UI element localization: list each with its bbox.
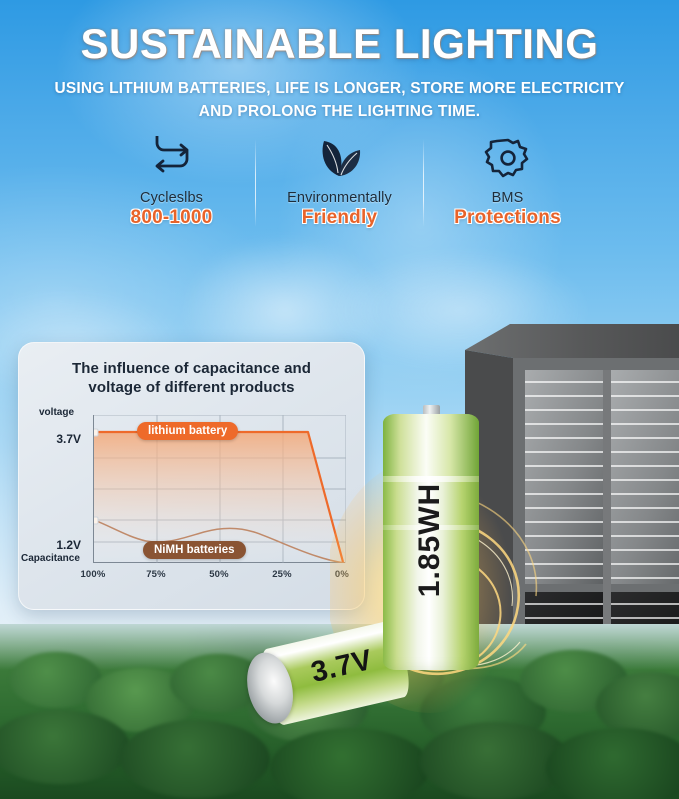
leaves-icon <box>256 133 424 183</box>
battery-positive-terminal <box>423 405 440 416</box>
battery-top-band <box>383 414 479 476</box>
feature-label: Cycleslbs <box>140 190 203 206</box>
battery-standing-label: 1.85WH <box>413 482 446 598</box>
battery-stripe <box>383 525 479 530</box>
tree-cluster <box>120 720 270 798</box>
x-tick-label: 25% <box>272 569 292 581</box>
tree-cluster <box>270 728 430 799</box>
legend-lithium: lithium battery <box>137 422 239 441</box>
chart-title-line-2: voltage of different products <box>88 379 295 397</box>
tree-cluster <box>0 710 130 784</box>
feature-value: 800-1000 <box>130 207 213 228</box>
y-tick-label: 1.2V <box>56 538 81 553</box>
tree-cluster <box>420 722 570 799</box>
page-title: SUSTAINABLE LIGHTING <box>80 20 599 67</box>
x-tick-label: 100% <box>80 569 106 581</box>
chart-plot <box>93 415 346 564</box>
feature-list: Cycleslbs 800-1000 Environmentally Frien… <box>0 133 679 229</box>
gear-icon <box>424 133 592 183</box>
chart-card: The influence of capacitance and voltage… <box>18 342 365 610</box>
chart-area: voltage Capacitance 3.7V 1.2V <box>21 407 350 597</box>
page-subtitle: USING LITHIUM BATTERIES, LIFE IS LONGER,… <box>0 78 679 123</box>
legend-nimh: NiMH batteries <box>143 541 246 560</box>
y-tick-label: 3.7V <box>56 432 81 447</box>
feature-value: Friendly <box>301 207 378 228</box>
battery-stripe <box>383 476 479 482</box>
x-tick-label: 0% <box>334 569 350 581</box>
feature-environment: Environmentally Friendly <box>254 133 424 229</box>
header-block: SUSTAINABLE LIGHTING USING LITHIUM BATTE… <box>0 20 679 123</box>
solar-panel <box>455 312 679 672</box>
feature-value: Protections <box>454 207 561 228</box>
feature-label: BMS <box>491 190 524 206</box>
x-tick-label: 75% <box>146 569 166 581</box>
x-axis-label: Capacitance <box>21 553 80 565</box>
feature-cycles: Cycleslbs 800-1000 <box>88 133 256 229</box>
chart-title: The influence of capacitance and voltage… <box>33 359 350 397</box>
feature-label: Environmentally <box>287 190 392 206</box>
subtitle-line-2: AND PROLONG THE LIGHTING TIME. <box>198 102 481 120</box>
battery-standing: 1.85WH <box>383 405 479 670</box>
chart-title-line-1: The influence of capacitance and <box>71 360 312 377</box>
x-tick-label: 50% <box>209 569 229 581</box>
cycle-arrows-icon <box>88 133 256 183</box>
y-axis-label: voltage <box>39 407 75 419</box>
feature-bms: BMS Protections <box>422 133 592 229</box>
x-axis-ticks: 100% 75% 50% 25% 0% <box>80 569 348 587</box>
tree-cluster <box>546 728 679 799</box>
subtitle-line-1: USING LITHIUM BATTERIES, LIFE IS LONGER,… <box>54 80 625 98</box>
